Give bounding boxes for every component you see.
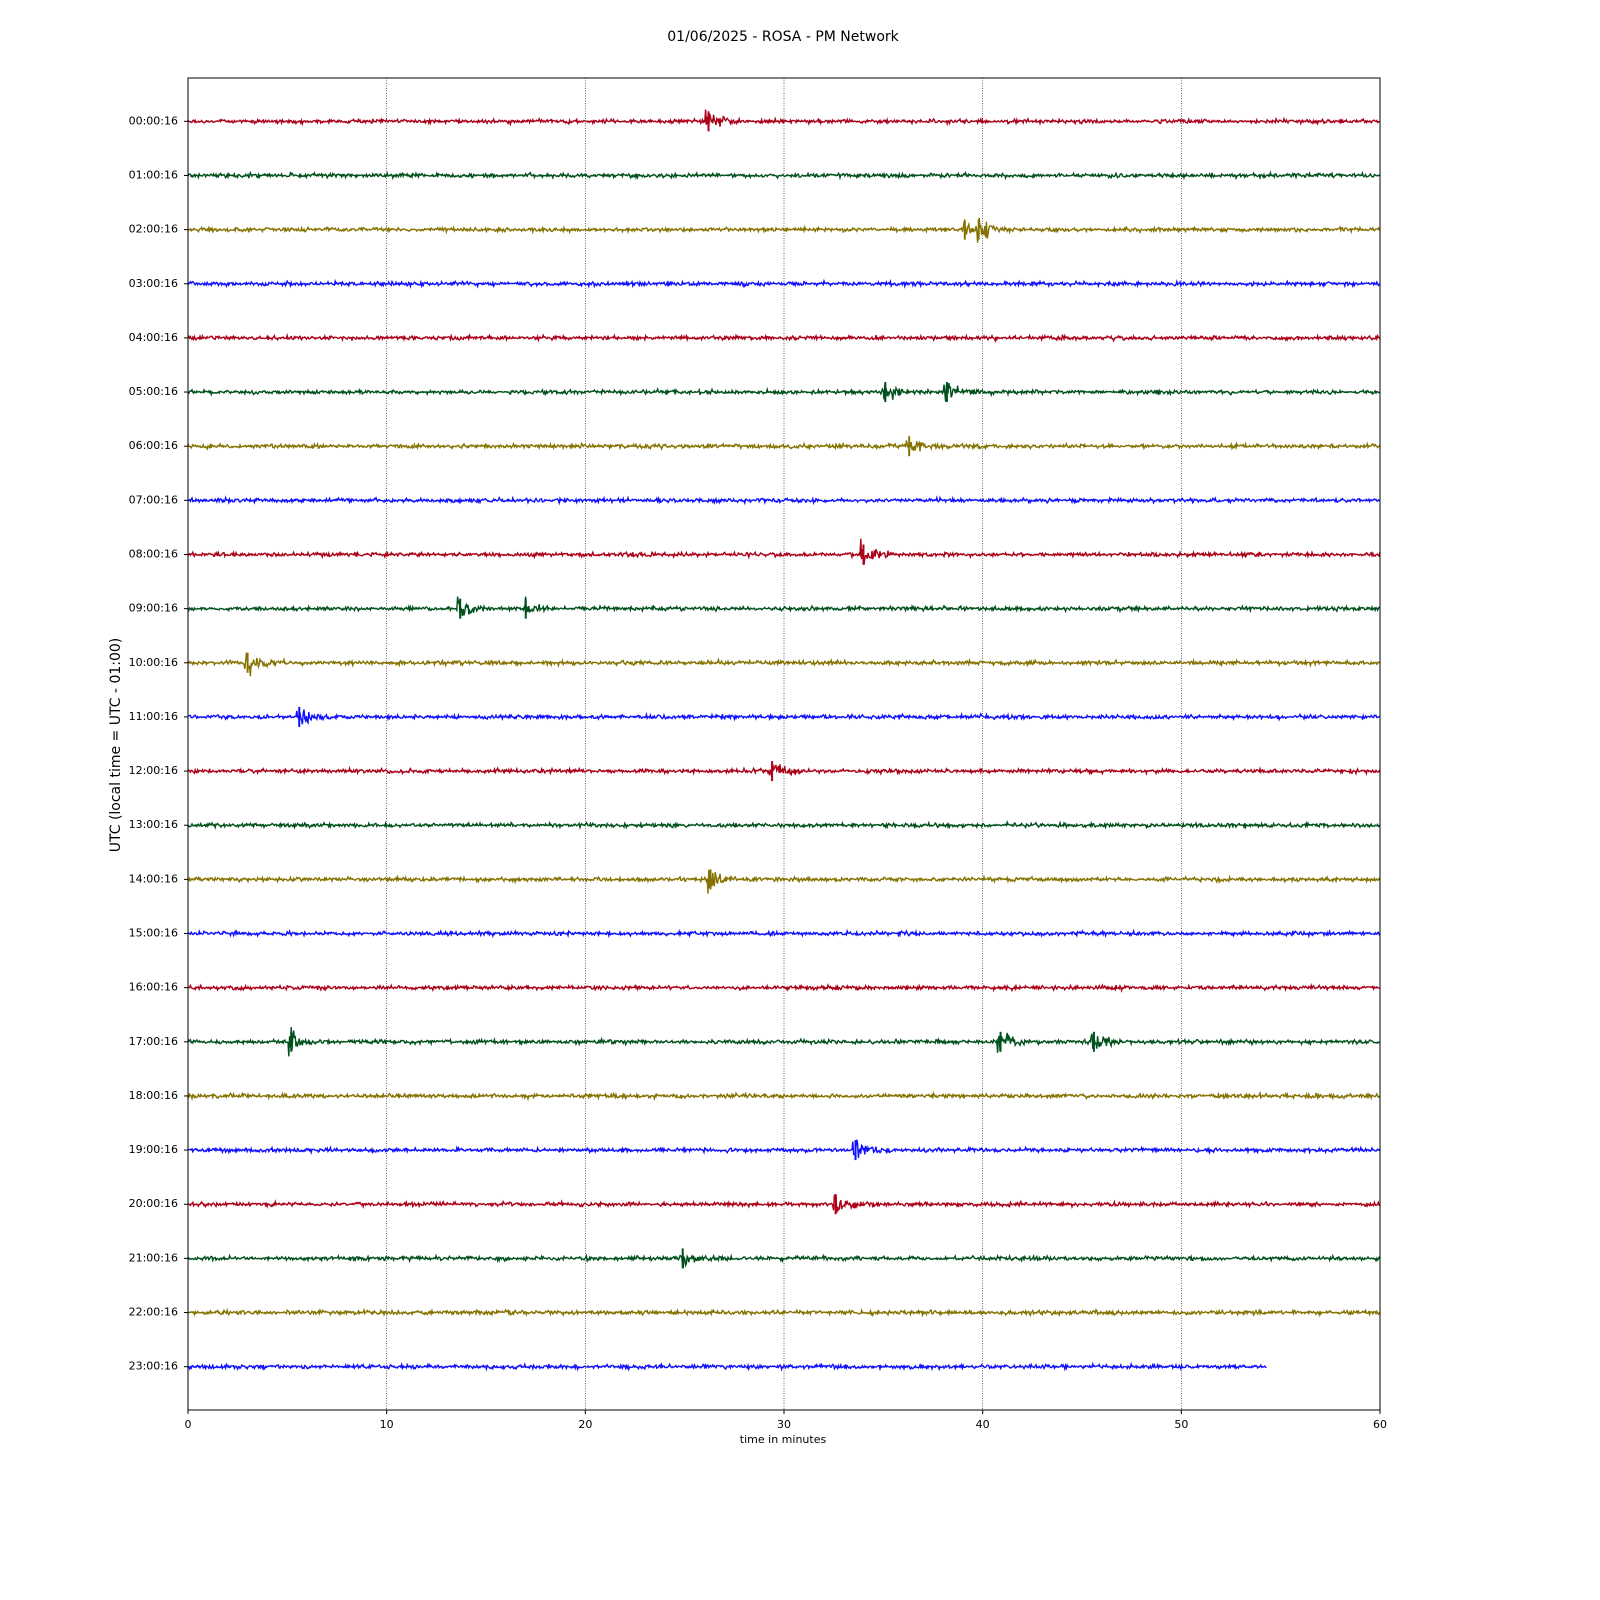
y-tick-label: 11:00:16	[129, 710, 178, 723]
trace	[187, 278, 1381, 290]
y-tick-label: 21:00:16	[129, 1251, 178, 1264]
y-tick-label: 00:00:16	[129, 114, 178, 127]
trace	[187, 109, 1381, 128]
trace	[187, 869, 1381, 894]
trace	[188, 652, 1381, 677]
y-tick-label: 10:00:16	[129, 656, 178, 669]
y-tick-label: 14:00:16	[129, 872, 178, 885]
y-tick-label: 23:00:16	[129, 1360, 178, 1373]
trace	[187, 982, 1381, 993]
x-tick-label: 20	[578, 1418, 592, 1431]
trace	[187, 332, 1381, 344]
y-tick-label: 07:00:16	[129, 493, 178, 506]
trace	[187, 596, 1381, 617]
trace	[187, 1307, 1381, 1318]
trace	[187, 440, 1381, 452]
x-tick-label: 0	[185, 1418, 192, 1431]
x-tick-label: 10	[380, 1418, 394, 1431]
y-tick-label: 13:00:16	[129, 818, 178, 831]
trace	[187, 217, 1381, 243]
y-tick-label: 09:00:16	[129, 602, 178, 615]
y-tick-label: 03:00:16	[129, 277, 178, 290]
x-tick-label: 50	[1174, 1418, 1188, 1431]
y-tick-label: 08:00:16	[129, 547, 178, 560]
y-tick-label: 22:00:16	[129, 1306, 178, 1319]
trace	[187, 382, 1381, 402]
trace	[187, 819, 1381, 831]
y-tick-label: 20:00:16	[129, 1197, 178, 1210]
y-tick-label: 12:00:16	[129, 764, 178, 777]
y-tick-label: 04:00:16	[129, 331, 178, 344]
x-tick-label: 40	[976, 1418, 990, 1431]
y-tick-label: 05:00:16	[129, 385, 178, 398]
y-tick-label: 16:00:16	[129, 981, 178, 994]
trace	[187, 538, 1381, 565]
trace	[187, 928, 1381, 939]
chart-title: 01/06/2025 - ROSA - PM Network	[667, 29, 899, 45]
trace	[187, 1361, 1267, 1372]
y-tick-label: 19:00:16	[129, 1143, 178, 1156]
y-tick-label: 06:00:16	[129, 439, 178, 452]
trace	[187, 1194, 1380, 1213]
x-tick-label: 60	[1373, 1418, 1387, 1431]
trace	[187, 764, 1381, 778]
x-axis-label: time in minutes	[740, 1433, 827, 1446]
trace	[187, 170, 1381, 181]
plot-frame	[187, 77, 1381, 1411]
x-tick-label: 30	[777, 1418, 791, 1431]
trace	[187, 1090, 1381, 1102]
trace	[187, 709, 1381, 726]
y-tick-label: 02:00:16	[129, 223, 178, 236]
y-tick-label: 18:00:16	[129, 1089, 178, 1102]
trace	[187, 1139, 1381, 1159]
trace	[187, 1026, 1380, 1057]
y-axis-label: UTC (local time = UTC - 01:00)	[108, 638, 124, 853]
trace	[187, 495, 1381, 506]
trace	[187, 1253, 1381, 1269]
y-tick-label: 01:00:16	[129, 168, 178, 181]
y-tick-label: 15:00:16	[129, 927, 178, 940]
y-tick-label: 17:00:16	[129, 1035, 178, 1048]
